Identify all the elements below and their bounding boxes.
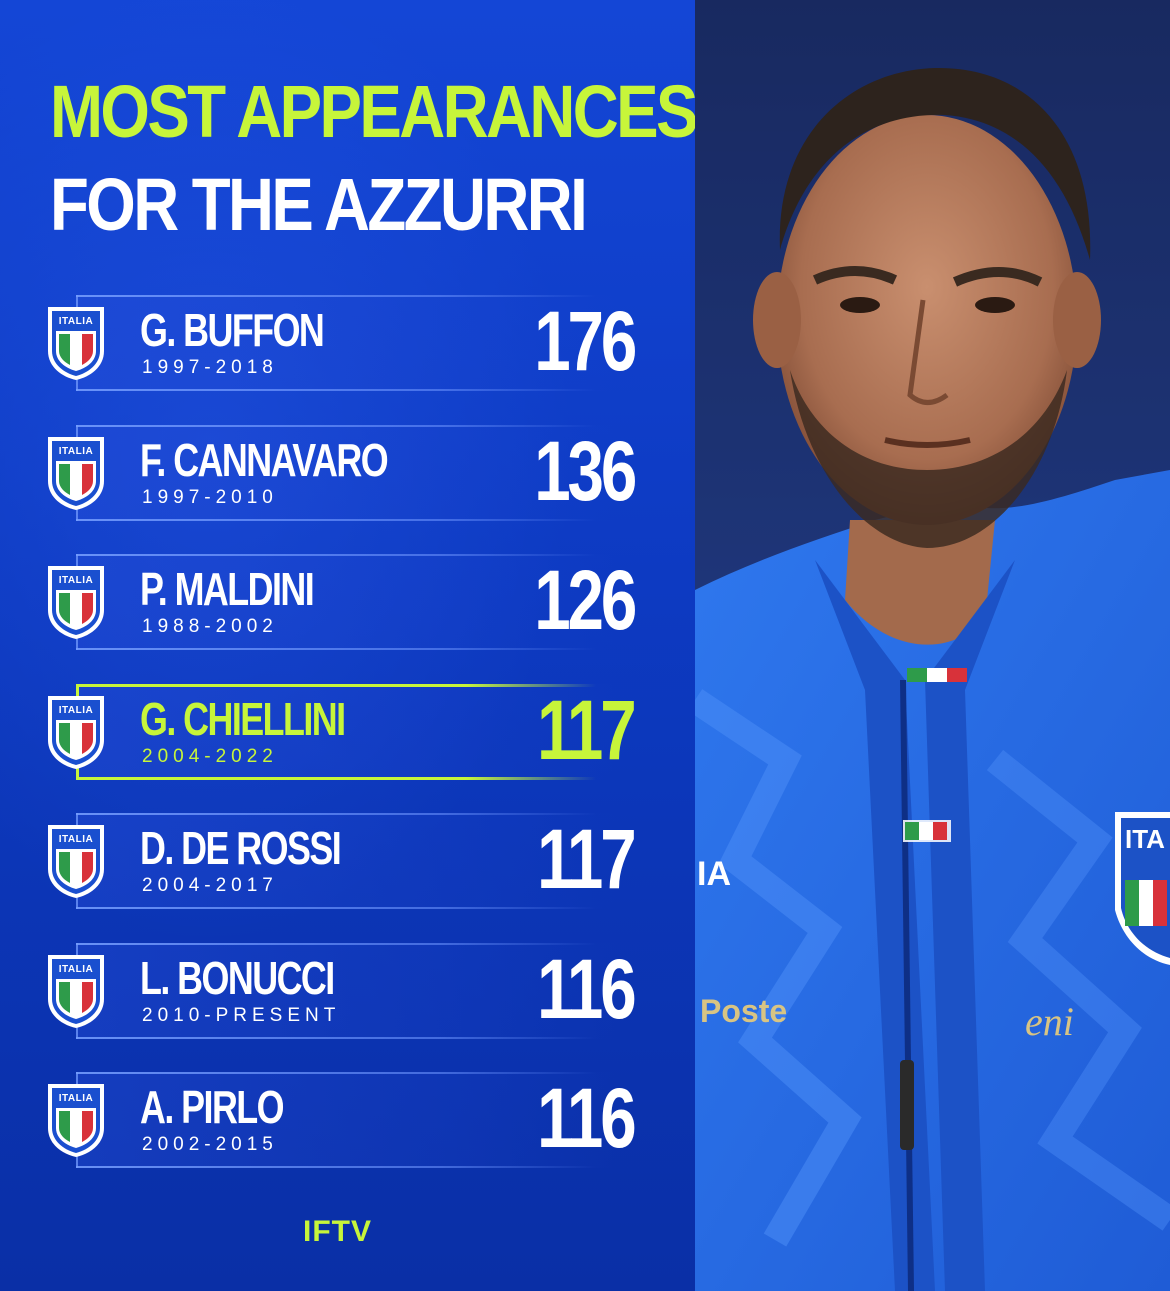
player-name: F. CANNAVARO [140, 434, 389, 486]
player-name: L. BONUCCI [140, 952, 335, 1004]
crest-text: ITALIA [59, 834, 93, 845]
row-border-top [76, 684, 596, 687]
italia-crest-icon: ITALIA [48, 825, 104, 898]
row-border-bottom [76, 389, 596, 391]
row-border-top [76, 295, 596, 297]
ranking-row: ITALIA A. PIRLO 2002-2015 116 [46, 1072, 656, 1168]
row-background [76, 425, 616, 521]
beard-shape [790, 370, 1067, 548]
row-border-top [76, 813, 596, 815]
player-name: P. MALDINI [140, 563, 315, 615]
italia-crest-icon: ITALIA [48, 696, 104, 769]
italia-crest-icon: ITALIA [48, 566, 104, 639]
row-background [76, 813, 616, 909]
row-border-top [76, 554, 596, 556]
row-background [76, 943, 616, 1039]
title-line-1: MOST APPEARANCES [50, 70, 698, 153]
row-border-bottom [76, 519, 596, 521]
appearance-count: 117 [537, 812, 637, 906]
row-border-top [76, 1072, 596, 1074]
row-background [76, 554, 616, 650]
sponsor-left-text: Poste [700, 993, 787, 1029]
row-background [76, 1072, 616, 1168]
player-years: 2002-2015 [142, 1134, 278, 1155]
player-name: G. CHIELLINI [140, 693, 346, 745]
player-years: 2010-PRESENT [142, 1005, 341, 1026]
appearance-count: 126 [534, 553, 637, 647]
player-photo-illustration: Poste eni IA ITA [695, 0, 1170, 1291]
player-name: A. PIRLO [140, 1081, 285, 1133]
italia-crest-icon: ITALIA [48, 955, 104, 1028]
italia-crest-icon: ITALIA [48, 437, 104, 510]
kit-brand-text: IA [697, 855, 731, 893]
ranking-row: ITALIA D. DE ROSSI 2004-2017 117 [46, 813, 656, 909]
crest-text: ITALIA [59, 1093, 93, 1104]
crest-text: ITALIA [59, 575, 93, 586]
row-border-top [76, 943, 596, 945]
player-photo: Poste eni IA ITA [695, 0, 1170, 1291]
appearance-count: 176 [534, 294, 637, 388]
row-border-bottom [76, 907, 596, 909]
crest-text: ITALIA [59, 316, 93, 327]
row-background [76, 295, 616, 391]
row-border-bottom [76, 1037, 596, 1039]
player-name: G. BUFFON [140, 304, 325, 356]
ranking-row: ITALIA L. BONUCCI 2010-PRESENT 116 [46, 943, 656, 1039]
jacket-crest-text: ITA [1125, 824, 1165, 854]
title-line-2: FOR THE AZZURRI [50, 163, 588, 246]
player-years: 1988-2002 [142, 616, 278, 637]
row-border-bottom [76, 1166, 596, 1168]
zipper-pull [900, 1060, 914, 1150]
head-shape [777, 115, 1077, 525]
iftv-logo: IFTV [303, 1215, 372, 1248]
row-border-top [76, 425, 596, 427]
neck-shape [845, 520, 995, 645]
row-background [76, 684, 616, 780]
row-border-bottom [76, 648, 596, 650]
appearance-count: 117 [537, 683, 637, 777]
appearance-count: 136 [534, 424, 637, 518]
row-border-bottom [76, 777, 596, 780]
italia-crest-icon: ITALIA [48, 307, 104, 380]
crest-text: ITALIA [59, 705, 93, 716]
italia-crest-icon: ITALIA [48, 1084, 104, 1157]
player-years: 1997-2018 [142, 357, 278, 378]
crest-text: ITALIA [59, 964, 93, 975]
ranking-row: ITALIA F. CANNAVARO 1997-2010 136 [46, 425, 656, 521]
player-years: 2004-2017 [142, 875, 278, 896]
player-name: D. DE ROSSI [140, 822, 342, 874]
ranking-row: ITALIA G. BUFFON 1997-2018 176 [46, 295, 656, 391]
ranking-row: ITALIA P. MALDINI 1988-2002 126 [46, 554, 656, 650]
player-years: 2004-2022 [142, 746, 278, 767]
appearance-count: 116 [537, 1071, 637, 1165]
appearance-count: 116 [537, 942, 637, 1036]
ranking-panel: MOST APPEARANCES FOR THE AZZURRI ITALIA … [0, 0, 698, 1291]
crest-text: ITALIA [59, 446, 93, 457]
player-years: 1997-2010 [142, 487, 278, 508]
ranking-row: ITALIA G. CHIELLINI 2004-2022 117 [46, 684, 656, 780]
hair-shape [779, 67, 1091, 260]
sponsor-right-text: eni [1025, 999, 1074, 1044]
